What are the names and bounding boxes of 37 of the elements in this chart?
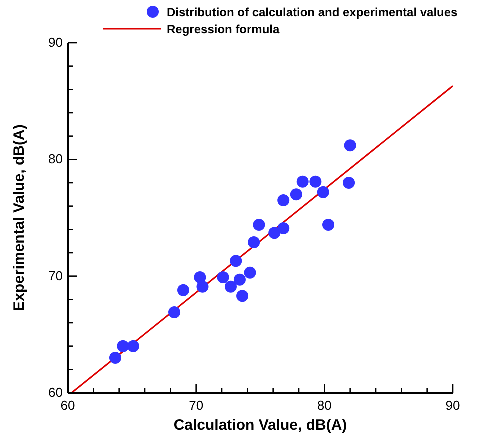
point [278, 222, 290, 234]
point [344, 140, 356, 152]
legend-label: Regression formula [167, 22, 280, 36]
point [117, 340, 130, 352]
y-tick-label: 80 [48, 152, 63, 167]
point [244, 266, 256, 279]
point [234, 274, 246, 286]
point [268, 227, 281, 240]
legend-label: Distribution of calculation and experimental values [167, 6, 458, 20]
x-tick-label: 80 [317, 398, 332, 413]
point [296, 176, 309, 188]
point [310, 176, 322, 188]
x-tick-label: 90 [446, 398, 460, 413]
point [290, 188, 302, 201]
point [278, 194, 290, 206]
point [248, 236, 260, 248]
point [230, 255, 242, 268]
point [127, 340, 140, 352]
point [196, 280, 209, 293]
x-tick-label: 70 [189, 398, 204, 413]
x-tick-label: 60 [60, 398, 76, 413]
point [168, 306, 181, 318]
point [253, 219, 266, 231]
point [317, 186, 330, 198]
x-axis-title: Calculation Value, dB(A) [174, 417, 348, 434]
point [194, 272, 206, 284]
y-tick-label: 70 [48, 268, 63, 284]
point [322, 219, 335, 231]
point [178, 284, 190, 296]
y-axis-title: Experimental Value, dB(A) [11, 124, 28, 312]
point [236, 290, 249, 302]
point [343, 177, 356, 189]
point [109, 352, 122, 364]
y-tick-label: 60 [48, 385, 63, 400]
point [217, 272, 230, 284]
y-tick-label: 90 [48, 35, 63, 50]
point [224, 280, 237, 293]
